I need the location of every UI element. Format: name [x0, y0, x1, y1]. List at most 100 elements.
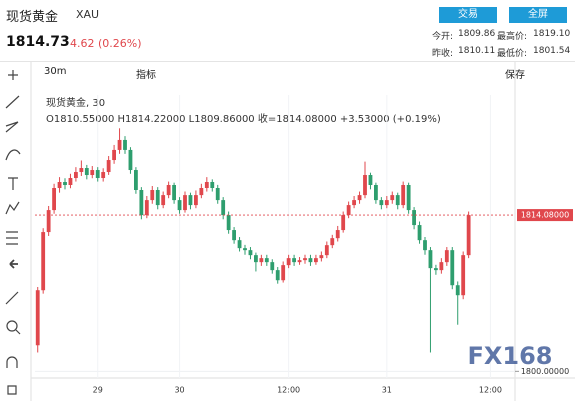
candle-body	[101, 172, 106, 179]
candle-body	[183, 195, 187, 211]
candle-body	[188, 195, 193, 206]
x-tick-label: 12:00	[277, 386, 300, 395]
candle-body	[428, 250, 433, 269]
candle-body	[117, 139, 122, 150]
candle-body	[199, 188, 204, 196]
candle-body	[423, 240, 427, 251]
price: 1814.73	[6, 34, 70, 50]
candle-body	[379, 200, 384, 206]
candle-body	[204, 182, 209, 189]
stat-value: 1810.11	[458, 46, 496, 56]
legend-change: +3.53000 (+0.19%)	[339, 114, 441, 125]
candle-body	[259, 258, 264, 263]
candle-body	[237, 240, 242, 249]
candle-body	[286, 258, 291, 266]
candle-body	[439, 262, 444, 271]
price-change: 4.62 (0.26%)	[70, 37, 142, 50]
indicators[interactable]: 指标	[136, 70, 156, 81]
candle-body	[112, 149, 116, 161]
candle-body	[128, 149, 133, 171]
candle-body	[395, 195, 400, 206]
candle-body	[461, 255, 466, 296]
candle-body	[450, 250, 455, 286]
legend-high: H1814.22000	[117, 114, 186, 125]
candle-body	[390, 195, 395, 201]
candle-body	[352, 200, 356, 206]
save[interactable]: 保存	[505, 70, 525, 81]
candle-body	[194, 195, 198, 206]
candle-body	[330, 238, 335, 246]
candle-body	[455, 285, 460, 296]
x-tick-label: 31	[382, 386, 392, 395]
candle-body	[150, 189, 155, 201]
legend-name: 现货黄金, 30	[46, 98, 106, 109]
candle-body	[46, 210, 51, 233]
candle-body	[264, 258, 269, 263]
x-tick-label: 12:00	[479, 386, 502, 395]
candle-body	[406, 185, 411, 211]
candle-body	[57, 182, 62, 189]
candle-body	[84, 168, 89, 176]
stat-value: 1819.10	[533, 29, 571, 39]
stat-value: 1809.86	[458, 29, 496, 39]
candle-body	[270, 262, 275, 271]
stat-label: 昨收:	[432, 49, 454, 59]
candle-body	[215, 188, 220, 201]
stat-label: 今开:	[432, 32, 454, 42]
stat-value: 1801.54	[533, 46, 571, 56]
legend-ohlc: O1810.55000 H1814.22000 L1809.86000 收=18…	[46, 110, 441, 125]
legend-close: 收=1814.08000	[257, 114, 337, 125]
candle-body	[335, 230, 340, 239]
candle-body	[444, 250, 449, 263]
candle-body	[357, 195, 362, 201]
candle-body	[248, 250, 253, 256]
interval[interactable]: 30m	[44, 66, 67, 77]
candle-body	[346, 205, 351, 216]
candle-body	[374, 185, 378, 201]
x-tick-label: 30	[174, 386, 184, 395]
candle-body	[134, 170, 138, 190]
candle-body	[123, 139, 127, 150]
candle-body	[63, 182, 67, 186]
candle-body	[177, 200, 182, 211]
candle-body	[68, 178, 73, 186]
candle-body	[166, 185, 171, 196]
candle-body	[79, 168, 84, 173]
candle-body	[281, 265, 286, 281]
candle-body	[41, 232, 46, 291]
last-price-label: 1814.08000	[521, 211, 569, 220]
candle-body	[368, 175, 373, 186]
candle-body	[155, 189, 160, 206]
candle-body	[384, 200, 389, 206]
candle-body	[161, 195, 166, 206]
candle-body	[412, 210, 416, 226]
stat-label: 最高价:	[497, 32, 528, 42]
candle-body	[324, 245, 329, 256]
legend-low: L1809.86000	[188, 114, 255, 125]
candle-body	[275, 270, 280, 281]
candle-body	[297, 260, 302, 263]
candle-body	[95, 170, 100, 179]
symbol-code: XAU	[76, 8, 100, 21]
y-tick-label: 1800.00000	[521, 367, 569, 376]
candle-body	[254, 255, 258, 263]
candle-body	[52, 188, 56, 211]
candle-body	[210, 182, 215, 189]
candle-body	[341, 215, 346, 231]
candle-body	[314, 258, 318, 263]
trade-button[interactable]: 交易	[439, 7, 497, 23]
candle-body	[106, 160, 111, 173]
stat-label: 最低价:	[497, 49, 528, 59]
watermark: FX168	[468, 342, 553, 370]
symbol-title: 现货黄金	[6, 10, 59, 25]
candle-body	[466, 215, 471, 256]
candle-body	[303, 258, 307, 261]
x-tick-label: 29	[93, 386, 103, 395]
candle-body	[308, 258, 313, 263]
fullscreen-button[interactable]: 全屏	[509, 7, 567, 23]
candle-body	[243, 248, 247, 251]
candle-body	[74, 172, 78, 179]
candle-body	[90, 170, 95, 176]
candle-body	[221, 200, 226, 216]
